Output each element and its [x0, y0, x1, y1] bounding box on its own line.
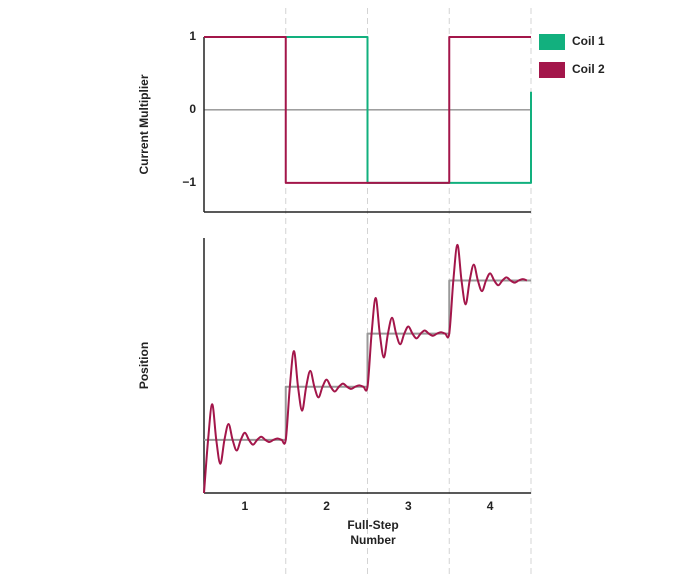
series-line	[204, 279, 531, 441]
x-tick-label: 3	[405, 499, 412, 513]
x-tick-label: 2	[323, 499, 330, 513]
y-axis-label: Current Multiplier	[137, 74, 151, 174]
legend-swatch	[539, 62, 565, 78]
series-line	[204, 36, 531, 184]
x-axis-label: Full-Step Number	[347, 518, 399, 547]
y-axis-label: Position	[137, 342, 151, 389]
x-tick-label: 1	[242, 499, 249, 513]
legend-swatch	[539, 34, 565, 50]
y-tick-label: 1	[189, 29, 196, 43]
series-line	[203, 243, 528, 494]
legend-label: Coil 1	[572, 34, 605, 48]
x-tick-label: 4	[487, 499, 494, 513]
y-tick-label: −1	[182, 175, 196, 189]
y-tick-label: 0	[189, 102, 196, 116]
legend-label: Coil 2	[572, 62, 605, 76]
